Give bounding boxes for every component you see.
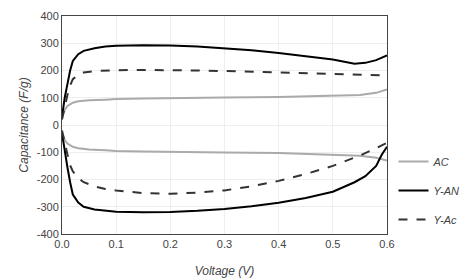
svg-text:0.4: 0.4: [271, 238, 286, 250]
svg-text:-200: -200: [37, 173, 59, 185]
svg-text:300: 300: [40, 37, 58, 49]
svg-text:200: 200: [40, 64, 58, 76]
svg-text:400: 400: [40, 10, 58, 22]
svg-text:-400: -400: [37, 228, 59, 240]
svg-text:Y-AN: Y-AN: [434, 185, 460, 197]
svg-text:0.6: 0.6: [379, 238, 394, 250]
svg-text:0.3: 0.3: [217, 238, 232, 250]
svg-text:0.5: 0.5: [325, 238, 340, 250]
svg-text:-300: -300: [37, 201, 59, 213]
svg-text:0: 0: [53, 119, 59, 131]
svg-text:Capacitance (F/g): Capacitance (F/g): [17, 77, 31, 172]
svg-text:0.1: 0.1: [109, 238, 124, 250]
svg-text:0.0: 0.0: [54, 238, 69, 250]
svg-text:-100: -100: [37, 146, 59, 158]
svg-text:AC: AC: [433, 156, 449, 168]
svg-text:Voltage (V): Voltage (V): [195, 264, 255, 278]
svg-text:Y-Ac: Y-Ac: [434, 214, 458, 226]
svg-text:0.2: 0.2: [163, 238, 178, 250]
svg-text:100: 100: [40, 92, 58, 104]
